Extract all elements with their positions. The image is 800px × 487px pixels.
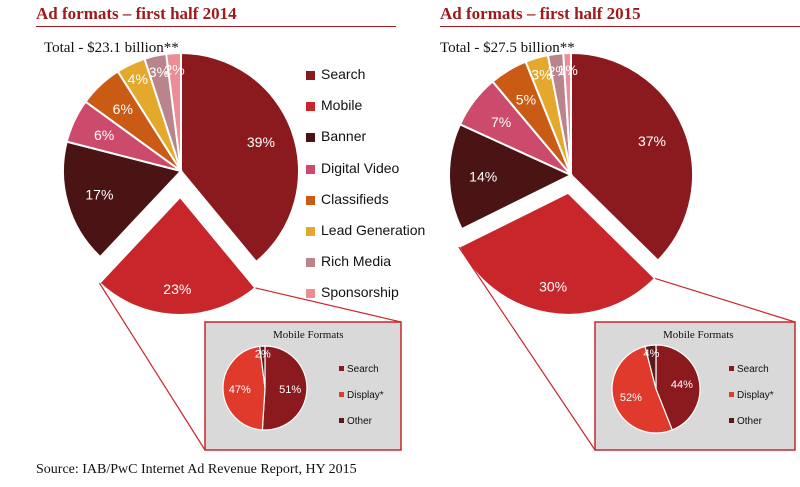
inset-legend-label-other-2015: Other: [737, 416, 763, 427]
slice-label-classifieds-2015: 5%: [516, 92, 536, 108]
legend-swatch-digital-video: [306, 164, 315, 174]
inset-slice-label-search-2015: 44%: [671, 379, 693, 391]
legend-label-classifieds: Classifieds: [321, 190, 389, 207]
inset-legend-label-search-2015: Search: [737, 364, 769, 375]
inset-legend-swatch-other-2015: [729, 418, 734, 423]
slice-label-sponsorship-2014: 2%: [164, 62, 184, 78]
total-2014: Total - $23.1 billion**: [44, 40, 179, 56]
slice-label-lead-generation-2014: 4%: [128, 71, 148, 87]
inset-legend-swatch-other-2014: [339, 418, 344, 423]
connector-line-left-2015: [458, 246, 596, 451]
slice-label-sponsorship-2015: 1%: [558, 62, 578, 78]
connector-line-right-2015: [654, 277, 796, 323]
slice-sponsorship-2015: [562, 51, 572, 176]
inset-slice-label-other-2015: 4%: [644, 348, 660, 360]
legend-label-lead-generation: Lead Generation: [321, 222, 426, 238]
inset-slice-label-search-2014: 51%: [279, 384, 301, 396]
inset-title-2015: Mobile Formats: [663, 329, 734, 341]
inset-slice-display-2014: [222, 345, 266, 431]
legend-label-search: Search: [321, 66, 366, 82]
legend-label-digital-video: Digital Video: [321, 159, 400, 176]
slice-search-2015: [570, 51, 694, 262]
legend-label-sponsorship: Sponsorship: [321, 284, 399, 301]
slice-banner-2014: [62, 140, 183, 259]
slice-label-search-2015: 37%: [638, 133, 666, 149]
inset-slice-label-display-2014: 47%: [229, 384, 251, 396]
slice-label-classifieds-2014: 6%: [113, 101, 133, 117]
inset-legend-label-search-2014: Search: [347, 364, 379, 375]
slice-label-digital-video-2015: 7%: [491, 114, 511, 130]
inset-legend-swatch-search-2014: [339, 366, 344, 371]
connector-line-right-2014: [255, 287, 402, 323]
inset-legend-label-display-2014: Display*: [347, 390, 384, 401]
slice-sponsorship-2014: [165, 51, 182, 172]
title-rule-2015: [440, 26, 800, 27]
slice-label-banner-2015: 14%: [469, 168, 497, 184]
legend-label-mobile: Mobile: [321, 97, 363, 114]
slice-label-mobile-2015: 30%: [539, 279, 567, 295]
inset-legend-label-other-2014: Other: [347, 416, 373, 427]
inset-slice-label-display-2015: 52%: [620, 392, 642, 404]
legend-label-rich-media: Rich Media: [321, 253, 392, 270]
chart-title-2014: Ad formats – first half 2014: [36, 4, 237, 23]
slice-label-mobile-2014: 23%: [163, 281, 191, 297]
source-note: Source: IAB/PwC Internet Ad Revenue Repo…: [36, 462, 357, 477]
chart-title-2015: Ad formats – first half 2015: [440, 4, 641, 23]
slice-label-rich-media-2015: 2%: [548, 63, 568, 79]
legend-swatch-banner: [306, 133, 315, 143]
slice-label-rich-media-2014: 3%: [149, 64, 169, 80]
legend-swatch-mobile: [306, 102, 315, 112]
slice-mobile-2014: [97, 195, 257, 316]
inset-legend-label-display-2015: Display*: [737, 390, 774, 401]
legend-swatch-search: [306, 71, 315, 80]
inset-slice-search-2015: [655, 344, 701, 431]
inset-slice-other-2014: [259, 345, 266, 389]
connector-line-left-2014: [98, 282, 206, 451]
inset-title-2014: Mobile Formats: [273, 329, 344, 341]
inset-slice-other-2015: [644, 344, 657, 390]
inset-legend-swatch-display-2015: [729, 392, 734, 397]
legend-swatch-sponsorship: [306, 289, 315, 299]
total-2015: Total - $27.5 billion**: [440, 40, 575, 56]
inset-slice-label-other-2014: 2%: [255, 349, 271, 361]
legend-swatch-lead-generation: [306, 227, 315, 236]
legend-swatch-rich-media: [306, 258, 315, 268]
slice-label-banner-2014: 17%: [85, 187, 113, 203]
pie-2015: 37% 30% 14% 7% 5% 3%2%1%: [448, 51, 694, 316]
inset-legend-swatch-display-2014: [339, 392, 344, 397]
inset-slice-search-2014: [261, 345, 308, 431]
pie-2014: 39% 23% 17% 6% 6% 4% 3%2%: [62, 51, 300, 316]
slice-search-2014: [180, 51, 300, 264]
inset-slice-display-2015: [611, 345, 673, 434]
slice-label-digital-video-2014: 6%: [94, 127, 114, 143]
legend-swatch-classifieds: [306, 195, 315, 205]
slice-label-search-2014: 39%: [247, 134, 275, 150]
inset-legend-swatch-search-2015: [729, 366, 734, 371]
slice-label-lead-generation-2015: 3%: [531, 66, 551, 82]
slice-banner-2015: [448, 122, 574, 231]
title-rule-2014: [36, 26, 396, 27]
legend-label-banner: Banner: [321, 128, 367, 145]
